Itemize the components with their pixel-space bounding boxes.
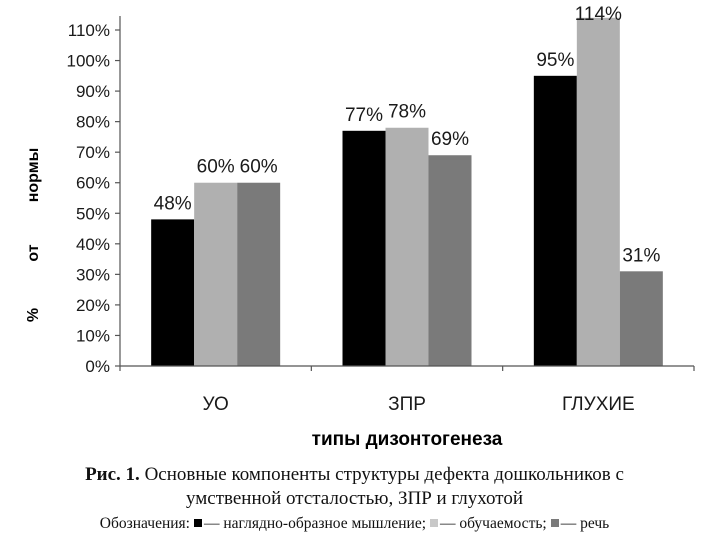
figure-label: Рис. 1. [85, 464, 140, 485]
bar-1-2 [342, 130, 386, 366]
legend-dash: — [204, 515, 220, 532]
y-tick-label: 70% [76, 143, 110, 162]
y-tick-label: 80% [76, 113, 110, 132]
x-axis-title: типы дизонтогенеза [312, 429, 503, 450]
legend-swatch-light-gray [430, 519, 439, 527]
y-tick-label: 90% [76, 82, 110, 101]
legend-prefix: Обозначения: [99, 515, 190, 532]
y-tick-label: 50% [76, 204, 110, 223]
y-tick-label: 0% [85, 357, 110, 376]
legend-item-3: речь [580, 515, 610, 532]
category-labels: УО ЗПР ГЛУХИЕ [203, 394, 635, 415]
y-axis-title-word-2: от [25, 244, 42, 261]
bars [151, 17, 663, 367]
bar-3-1 [237, 182, 281, 366]
legend-item-2: обучаемость; [459, 515, 547, 532]
data-label: 95% [536, 50, 574, 71]
bar-chart: 0% 10% 20% 30% 40% 50% 60% 70% 80% 90% 100% 110% 48… [25, 4, 695, 450]
y-tick-label: 40% [76, 235, 110, 254]
bar-3-2 [428, 155, 472, 366]
data-label: 60% [197, 157, 235, 178]
bar-2-2 [385, 127, 429, 366]
data-label: 60% [240, 157, 278, 178]
bar-1-3 [533, 75, 577, 367]
y-tick-label: 10% [76, 326, 110, 345]
data-label: 78% [388, 102, 426, 123]
y-tick-label: 100% [67, 52, 110, 71]
y-tick-label: 30% [76, 265, 110, 284]
category-label: УО [203, 394, 229, 415]
y-tick-label: 20% [76, 296, 110, 315]
bar-1-1 [151, 219, 195, 366]
category-label: ЗПР [388, 394, 426, 415]
y-axis-ticks: 0% 10% 20% 30% 40% 50% 60% 70% 80% 90% 100% 110% [67, 21, 695, 376]
legend-item-1: наглядно-образное мышление; [223, 515, 427, 532]
data-label: 114% [575, 4, 622, 25]
bar-2-3 [576, 17, 620, 366]
category-label: ГЛУХИЕ [562, 394, 635, 415]
legend-swatch-dark-gray [550, 519, 559, 527]
y-tick-label: 60% [76, 174, 110, 193]
figure-caption-line-2: умственной отсталостью, ЗПР и глухотой [186, 488, 523, 509]
figure-caption-line-1: Рис. 1. Основные компоненты структуры де… [0, 464, 709, 486]
legend-dash: — [440, 515, 456, 532]
legend-dash: — [560, 515, 577, 532]
data-label: 77% [345, 105, 383, 126]
y-axis-title-word-3: нормы [25, 148, 42, 203]
bar-3-3 [619, 271, 663, 366]
data-label: 48% [154, 193, 192, 214]
legend-swatch-black [194, 519, 202, 527]
data-label: 31% [622, 245, 660, 266]
legend: Обозначения: — наглядно-образное мышление… [0, 514, 709, 534]
figure-caption-text: Основные компоненты структуры дефекта до… [144, 464, 624, 485]
data-label: 69% [431, 129, 469, 150]
y-tick-label: 110% [68, 21, 110, 40]
bar-2-1 [194, 182, 238, 366]
y-axis-title-word-1: % [25, 308, 42, 322]
data-labels: 48%60% 60%77% 78%69%95%114%31% [154, 4, 661, 266]
